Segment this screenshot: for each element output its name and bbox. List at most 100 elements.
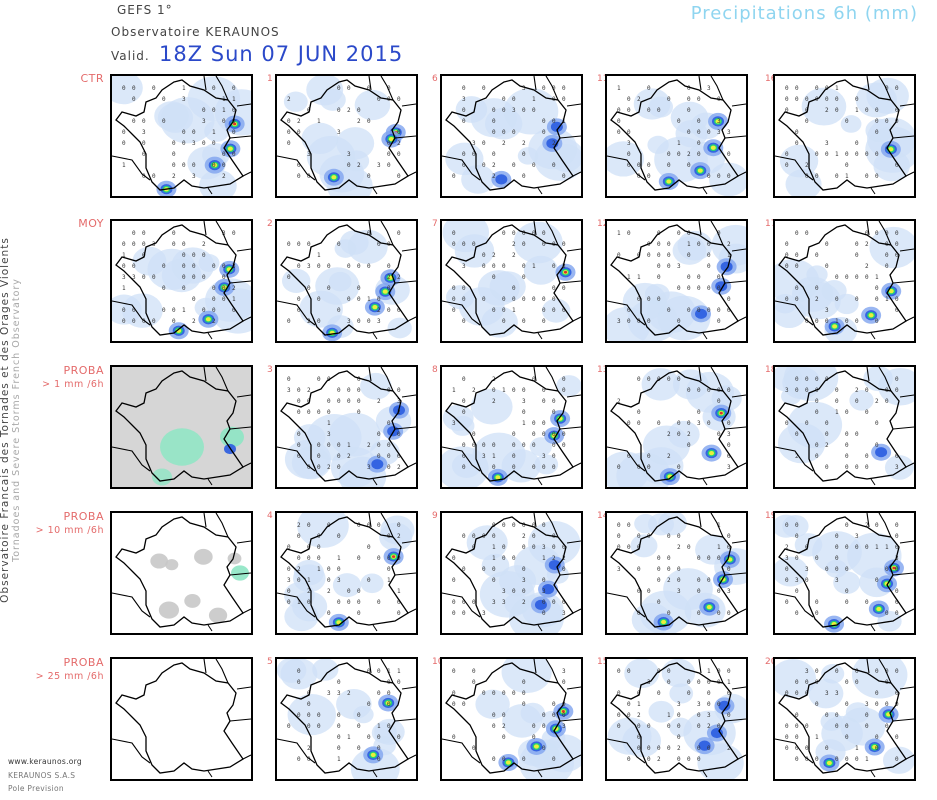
svg-text:0: 0 [472,745,476,752]
svg-text:0: 0 [532,107,536,114]
svg-text:0: 0 [697,129,701,136]
svg-text:0: 0 [805,745,809,752]
svg-text:0: 0 [617,252,621,259]
svg-text:0: 0 [855,252,859,259]
svg-text:1: 1 [835,151,839,158]
svg-text:0: 0 [895,690,899,697]
svg-text:0: 0 [337,442,341,449]
svg-text:0: 0 [552,263,556,270]
svg-text:0: 0 [287,140,291,147]
svg-text:2: 2 [192,318,196,325]
svg-text:0: 0 [347,162,351,169]
svg-text:0: 0 [472,442,476,449]
svg-text:0: 0 [452,296,456,303]
svg-text:0: 0 [472,431,476,438]
svg-text:0: 0 [552,712,556,719]
svg-text:0: 0 [232,85,236,92]
svg-text:0: 0 [697,151,701,158]
svg-text:0: 0 [637,162,641,169]
svg-text:0: 0 [805,173,809,180]
svg-text:0: 0 [835,533,839,540]
svg-text:0: 0 [627,668,631,675]
svg-text:0: 0 [162,307,166,314]
svg-text:2: 2 [512,252,516,259]
member-number: 10 [432,657,444,667]
svg-text:3: 3 [482,453,486,460]
svg-text:0: 0 [397,555,401,562]
svg-text:0: 0 [297,398,301,405]
svg-text:0: 0 [492,263,496,270]
svg-text:0: 0 [367,734,371,741]
svg-text:2: 2 [307,387,311,394]
svg-text:0: 0 [317,544,321,551]
svg-text:0: 0 [647,107,651,114]
svg-text:0: 0 [845,522,849,529]
svg-text:2: 2 [492,162,496,169]
svg-text:0: 0 [667,610,671,617]
svg-text:0: 0 [317,723,321,730]
svg-text:1: 1 [727,252,731,259]
svg-text:2: 2 [397,464,401,471]
svg-text:1: 1 [222,107,226,114]
svg-text:0: 0 [727,544,731,551]
svg-text:0: 0 [835,723,839,730]
svg-text:0: 0 [357,588,361,595]
svg-text:0: 0 [657,274,661,281]
svg-text:0: 0 [132,307,136,314]
svg-text:0: 0 [202,107,206,114]
svg-text:3: 3 [182,96,186,103]
svg-text:0: 0 [687,679,691,686]
svg-text:0: 0 [895,387,899,394]
svg-text:0: 0 [182,140,186,147]
footer-website[interactable]: www.keraunos.org [8,757,82,766]
svg-text:0: 0 [212,162,216,169]
svg-text:0: 0 [452,577,456,584]
svg-text:0: 0 [562,431,566,438]
svg-text:0: 0 [657,252,661,259]
svg-text:0: 0 [522,173,526,180]
svg-text:0: 0 [367,701,371,708]
svg-text:0: 0 [717,431,721,438]
svg-text:0: 0 [387,420,391,427]
svg-text:0: 0 [562,566,566,573]
svg-text:0: 0 [805,387,809,394]
svg-text:2: 2 [377,398,381,405]
svg-text:0: 0 [377,690,381,697]
svg-text:0: 0 [627,107,631,114]
svg-text:0: 0 [697,307,701,314]
svg-text:2: 2 [212,318,216,325]
svg-text:0: 0 [875,151,879,158]
svg-text:0: 0 [472,151,476,158]
svg-text:0: 0 [192,296,196,303]
row-label-proba-1: PROBA > 1 mm /6h [42,364,104,390]
svg-text:2: 2 [347,107,351,114]
svg-text:0: 0 [785,85,789,92]
svg-text:3: 3 [222,230,226,237]
svg-text:2: 2 [865,241,869,248]
svg-text:0: 0 [522,263,526,270]
svg-text:0: 0 [122,85,126,92]
svg-text:0: 0 [377,442,381,449]
svg-text:0: 0 [397,599,401,606]
svg-text:0: 0 [357,263,361,270]
svg-text:0: 0 [377,96,381,103]
svg-text:0: 0 [512,387,516,394]
svg-text:0: 0 [387,690,391,697]
row-label-proba-10: PROBA > 10 mm /6h [35,510,104,536]
svg-text:0: 0 [865,544,869,551]
svg-text:0: 0 [637,318,641,325]
svg-text:0: 0 [142,274,146,281]
svg-text:2: 2 [825,442,829,449]
svg-text:0: 0 [687,107,691,114]
svg-text:0: 0 [452,701,456,708]
svg-text:0: 0 [552,307,556,314]
svg-text:0: 0 [552,296,556,303]
member-number: 5 [267,657,273,667]
svg-text:0: 0 [707,679,711,686]
svg-text:0: 0 [337,85,341,92]
